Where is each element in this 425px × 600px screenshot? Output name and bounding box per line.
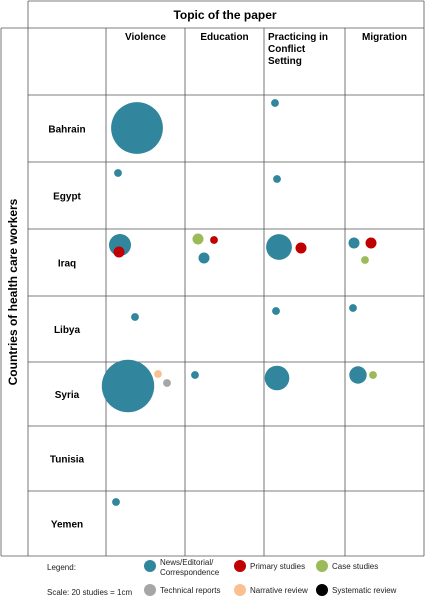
column-header: Education: [200, 32, 248, 43]
legend-swatch: [234, 560, 246, 572]
column-headers: Violence Education Practicing in Conflict Se…: [125, 32, 407, 67]
bubble-iraq-violence: [113, 246, 125, 258]
column-header: Violence: [125, 32, 166, 43]
bubbles-layer: [101, 99, 377, 506]
legend-swatch: [316, 584, 328, 596]
legend-label: Systematic review: [332, 586, 397, 595]
bubble-egypt-practicing-in-conflict-setting: [273, 175, 281, 183]
legend: Legend: Scale: 20 studies = 1cm News/Edi…: [47, 558, 397, 597]
bubble-iraq-education: [198, 252, 210, 264]
legend-label: Technical reports: [160, 586, 220, 595]
legend-title: Legend:: [47, 563, 76, 572]
legend-label: Narrative review: [250, 586, 308, 595]
table-grid: [0, 0, 425, 557]
legend-swatch: [316, 560, 328, 572]
bubble-syria-migration: [369, 371, 377, 379]
legend-swatch: [144, 584, 156, 596]
column-header: Practicing in Conflict Setting: [268, 32, 328, 67]
bubble-yemen-violence: [112, 498, 120, 506]
bubble-libya-violence: [131, 313, 139, 321]
row-label: Syria: [55, 390, 80, 401]
bubble-syria-violence: [163, 379, 171, 387]
bubble-iraq-migration: [348, 237, 360, 249]
bubble-iraq-migration: [361, 256, 369, 264]
scale-note: Scale: 20 studies = 1cm: [47, 588, 132, 597]
bubble-iraq-education: [192, 233, 204, 245]
column-header: Migration: [362, 32, 407, 43]
bubble-bahrain-violence: [111, 102, 163, 154]
row-label: Tunisia: [50, 455, 85, 466]
row-label: Iraq: [58, 259, 76, 270]
bubble-bahrain-practicing-in-conflict-setting: [271, 99, 279, 107]
legend-items: News/Editorial/Correspondence Primary stu…: [144, 558, 397, 596]
bubble-syria-migration: [349, 366, 367, 384]
legend-label: Case studies: [332, 562, 378, 571]
row-label: Libya: [54, 325, 81, 336]
legend-label: Primary studies: [250, 562, 305, 571]
bubble-iraq-practicing-in-conflict-setting: [266, 234, 292, 260]
bubble-syria-education: [191, 371, 199, 379]
bubble-iraq-practicing-in-conflict-setting: [295, 242, 307, 254]
row-label: Yemen: [51, 520, 83, 531]
row-labels: Bahrain Egypt Iraq Libya Syria Tunisia Yemen: [48, 125, 85, 531]
bubble-libya-migration: [349, 304, 357, 312]
legend-swatch: [144, 560, 156, 572]
row-label: Egypt: [53, 192, 81, 203]
bubble-iraq-education: [210, 236, 218, 244]
row-label: Bahrain: [48, 125, 85, 136]
bubble-syria-practicing-in-conflict-setting: [264, 365, 290, 391]
legend-swatch: [234, 584, 246, 596]
bubble-syria-violence: [154, 370, 162, 378]
bubble-syria-violence: [101, 359, 155, 413]
y-axis-label: Countries of health care workers: [6, 198, 20, 385]
bubble-iraq-migration: [365, 237, 377, 249]
legend-label: News/Editorial/Correspondence: [160, 558, 220, 577]
chart-title: Topic of the paper: [173, 8, 276, 22]
bubble-egypt-violence: [114, 169, 122, 177]
bubble-libya-practicing-in-conflict-setting: [272, 307, 280, 315]
